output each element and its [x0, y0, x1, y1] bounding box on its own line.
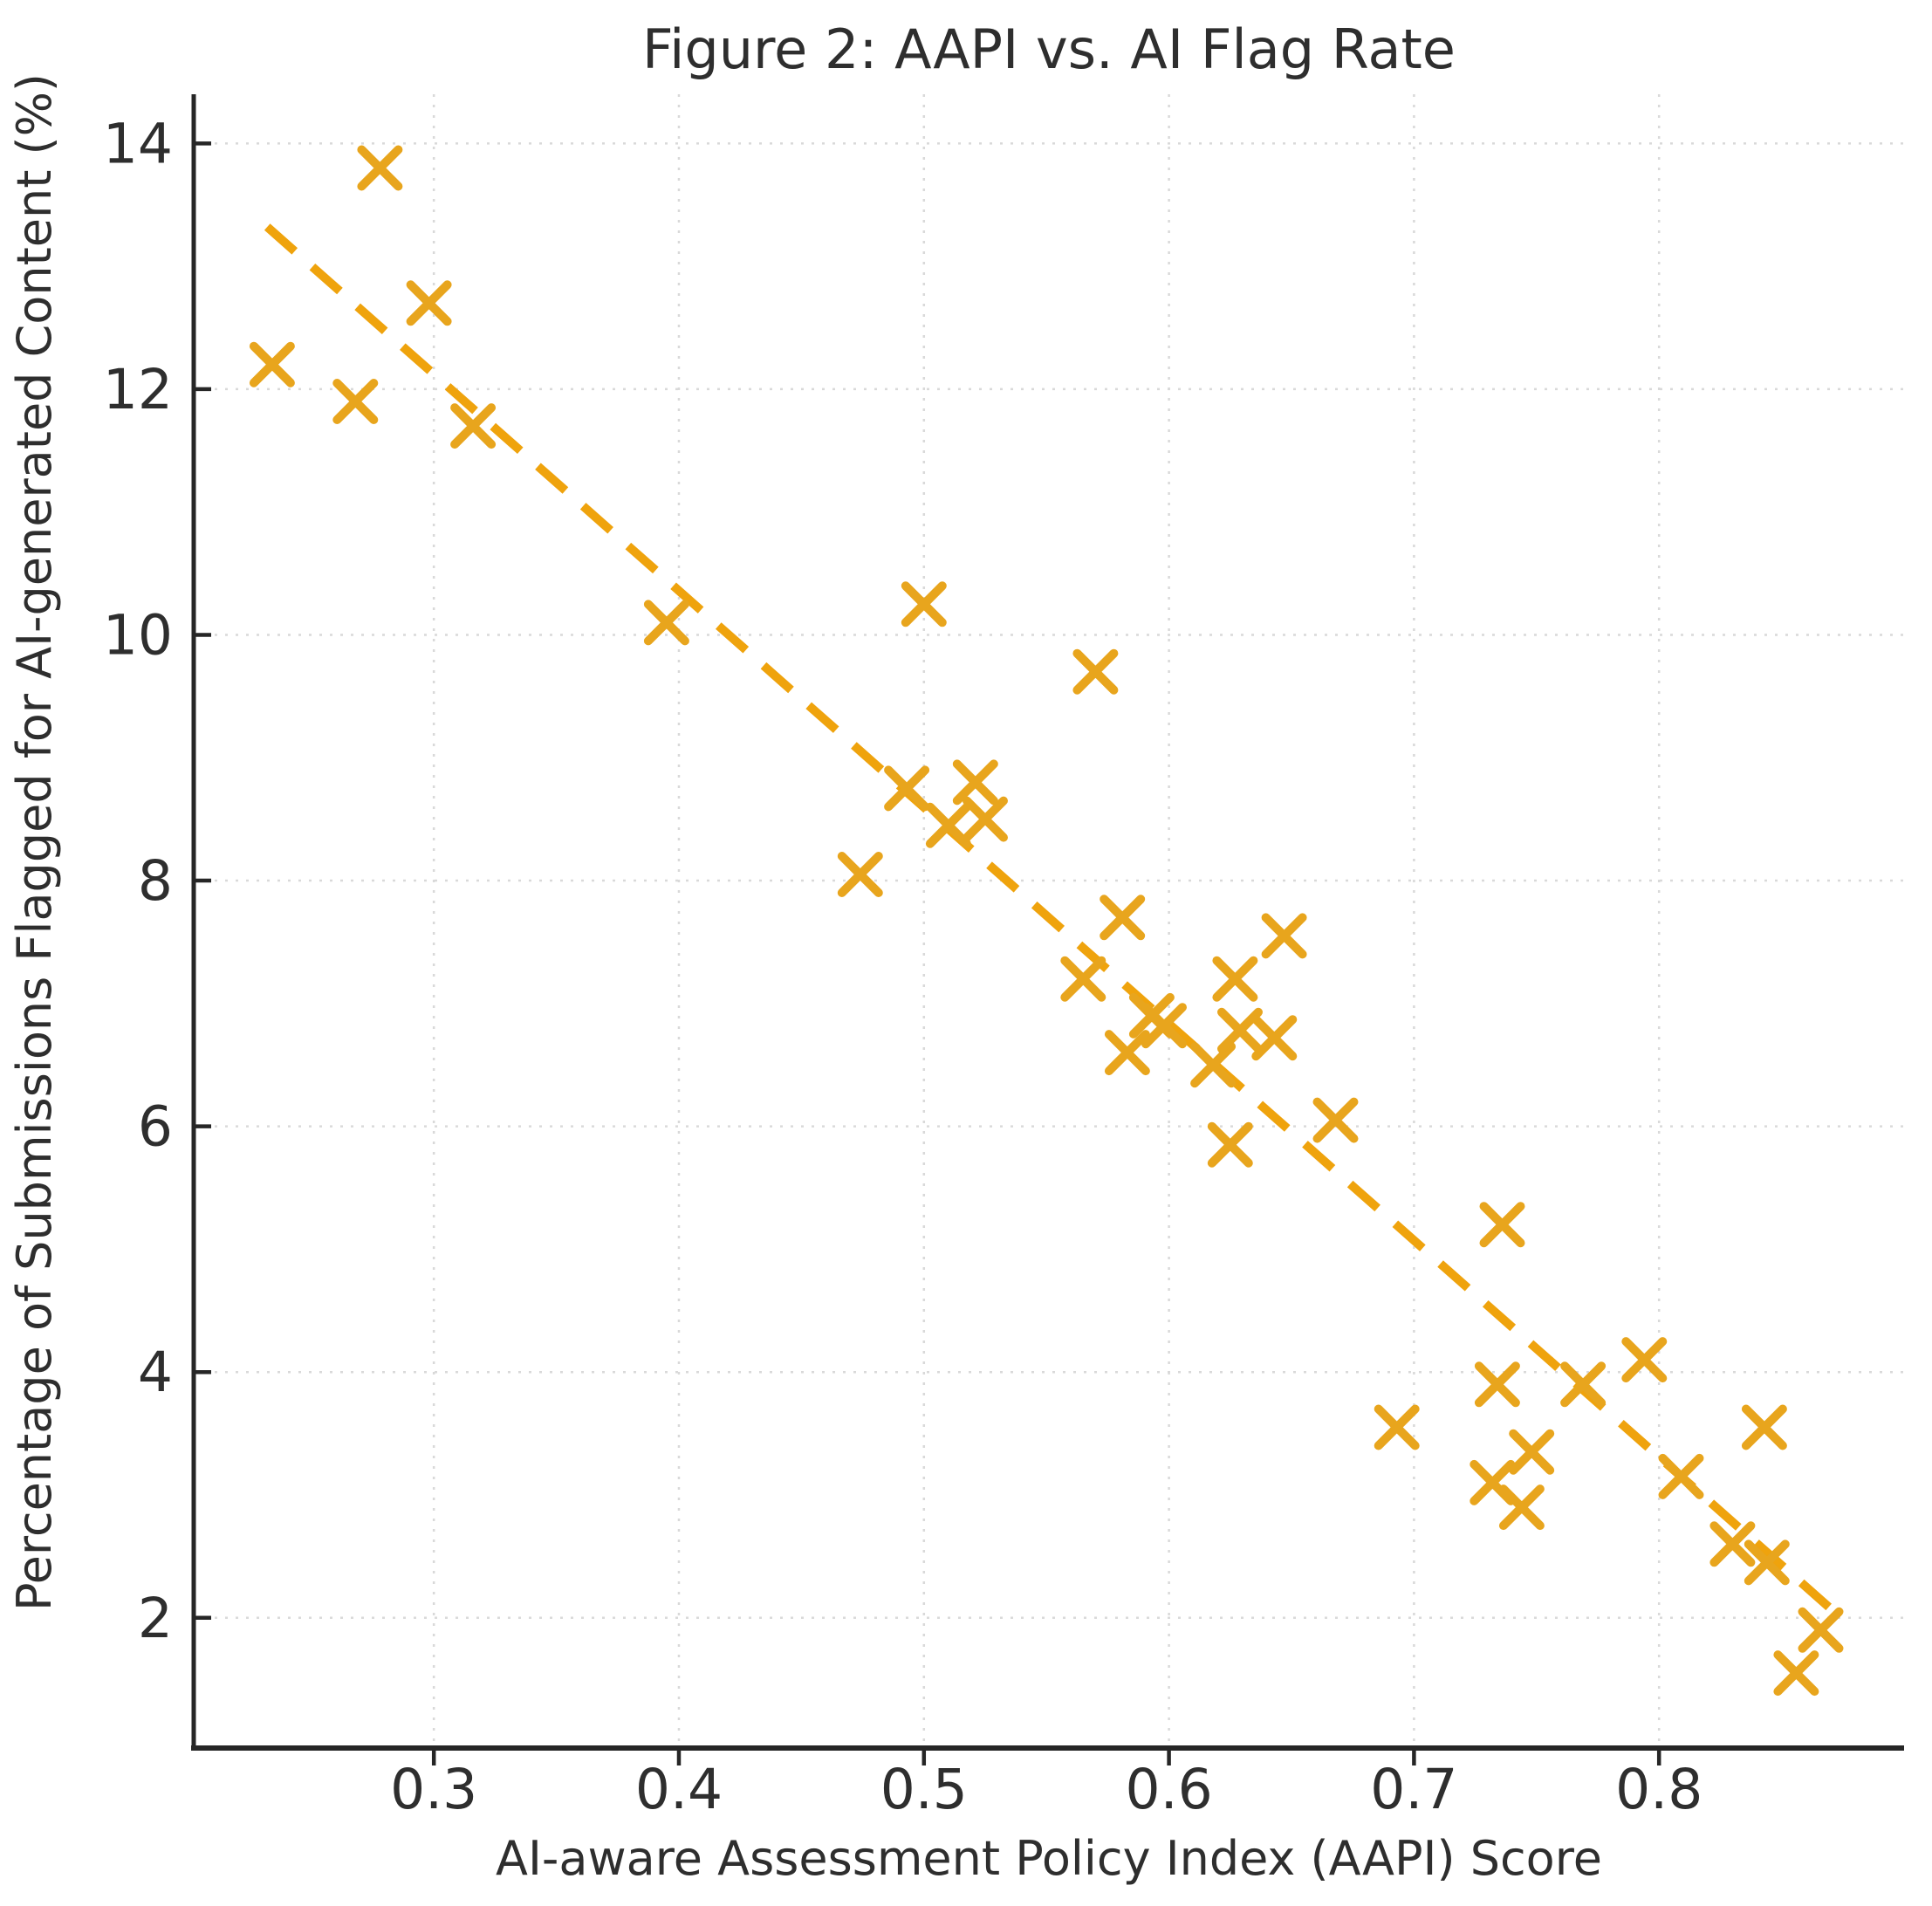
x-tick-label: 0.6 [1125, 1758, 1212, 1821]
scatter-point [1374, 1404, 1420, 1450]
scatter-point [837, 852, 883, 897]
axis-spines [191, 94, 1904, 1751]
y-tick-label: 10 [103, 603, 173, 667]
x-tick-label: 0.7 [1370, 1758, 1457, 1821]
scatter-point [1741, 1404, 1787, 1450]
scatter-point [1709, 1521, 1756, 1567]
y-tick-label: 8 [138, 849, 173, 913]
scatter-point [1312, 1097, 1359, 1143]
x-tick-label: 0.4 [635, 1758, 723, 1821]
scatter-point [1621, 1337, 1668, 1383]
scatter-point [884, 765, 930, 812]
scatter-point [357, 145, 403, 191]
scatter-point [1190, 1042, 1237, 1088]
y-tick-label: 6 [138, 1095, 173, 1159]
scatter-point [963, 796, 1008, 842]
scatter-point [643, 600, 689, 646]
scatter-point [1560, 1361, 1607, 1408]
scatter-point [1474, 1361, 1520, 1408]
scatter-point [1060, 956, 1106, 1002]
scatter-point [249, 341, 295, 387]
scatter-point [1658, 1453, 1704, 1499]
scatter-point [406, 280, 452, 326]
scatter-point [1479, 1202, 1525, 1248]
y-axis-label: Percentage of Submissions Flagged for AI… [7, 73, 62, 1611]
chart-title: Figure 2: AAPI vs. AI Flag Rate [642, 17, 1456, 81]
scatter-point [1261, 913, 1307, 959]
scatter-point [1251, 1015, 1298, 1061]
scatter-point [1072, 648, 1119, 695]
tick-labels: 0.3 0.4 0.5 0.6 0.7 0.8 2 4 6 8 10 12 14 [103, 112, 1702, 1821]
trend-line-layer [264, 223, 1839, 1616]
y-tick-label: 2 [138, 1587, 173, 1650]
grid-lines [194, 94, 1904, 1748]
scatter-point [1207, 1121, 1253, 1168]
scatter-point [1212, 956, 1258, 1002]
x-tick-label: 0.3 [390, 1758, 477, 1821]
scatter-point [901, 581, 947, 627]
scatter-point [1773, 1650, 1819, 1697]
scatter-point [925, 802, 971, 848]
x-tick-label: 0.5 [880, 1758, 968, 1821]
scatter-point [1141, 1003, 1187, 1049]
scatter-point [1100, 895, 1146, 941]
x-axis-label: AI-aware Assessment Policy Index (AAPI) … [496, 1831, 1602, 1886]
y-tick-label: 4 [138, 1340, 173, 1404]
scatter-point [1104, 1030, 1150, 1076]
scatter-point [1509, 1429, 1555, 1475]
scatter-markers [249, 145, 1844, 1697]
scatter-point [1798, 1607, 1844, 1653]
y-tick-label: 12 [103, 358, 173, 422]
axis-ticks [192, 141, 1661, 1765]
scatter-point [450, 403, 497, 449]
y-tick-label: 14 [103, 112, 173, 175]
scatter-point [952, 759, 998, 806]
x-tick-label: 0.8 [1615, 1758, 1702, 1821]
trend-line [264, 223, 1839, 1616]
scatter-point [1744, 1539, 1790, 1586]
scatter-point [1498, 1484, 1545, 1531]
scatter-point [332, 379, 379, 424]
